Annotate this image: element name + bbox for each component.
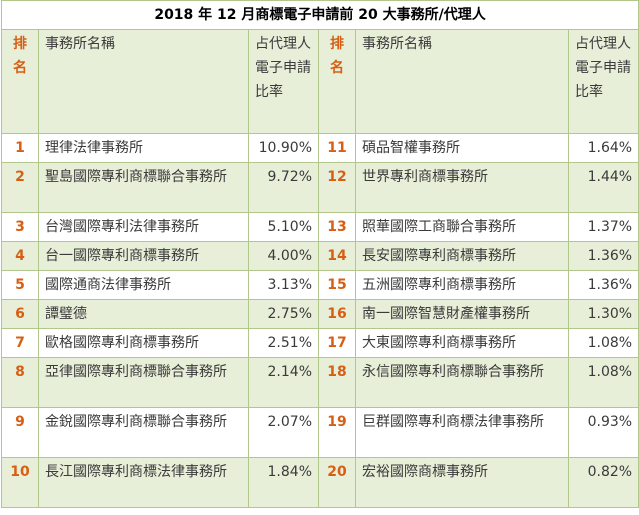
rank-cell: 2 [2, 163, 39, 213]
table-title: 2018 年 12 月商標電子申請前 20 大事務所/代理人 [2, 1, 639, 30]
share-header: 占代理人電子申請比率 [249, 30, 319, 134]
firm-cell: 南一國際智慧財產權事務所 [356, 300, 569, 329]
firm-cell: 聖島國際專利商標聯合事務所 [39, 163, 249, 213]
rank-header: 排名 [2, 30, 39, 134]
rank-cell: 17 [319, 329, 356, 358]
rank-cell: 1 [2, 134, 39, 163]
table-row: 2 聖島國際專利商標聯合事務所 9.72% 12 世界專利商標事務所 1.44% [2, 163, 639, 213]
firm-cell: 大東國際專利商標事務所 [356, 329, 569, 358]
rank-cell: 5 [2, 271, 39, 300]
share-cell: 2.75% [249, 300, 319, 329]
rank-cell: 16 [319, 300, 356, 329]
firm-cell: 理律法律事務所 [39, 134, 249, 163]
rank-cell: 8 [2, 358, 39, 408]
share-cell: 9.72% [249, 163, 319, 213]
share-cell: 1.37% [569, 213, 639, 242]
firm-cell: 巨群國際專利商標法律事務所 [356, 408, 569, 458]
table-row: 6 譚璧德 2.75% 16 南一國際智慧財產權事務所 1.30% [2, 300, 639, 329]
table-row: 10 長江國際專利商標法律事務所 1.84% 20 宏裕國際商標事務所 0.82… [2, 458, 639, 508]
share-cell: 3.13% [249, 271, 319, 300]
share-cell: 1.08% [569, 358, 639, 408]
firm-cell: 宏裕國際商標事務所 [356, 458, 569, 508]
firm-cell: 照華國際工商聯合事務所 [356, 213, 569, 242]
header-row: 排名 事務所名稱 占代理人電子申請比率 排名 事務所名稱 占代理人電子申請比率 [2, 30, 639, 134]
table-row: 8 亞律國際專利商標聯合事務所 2.14% 18 永信國際專利商標聯合事務所 1… [2, 358, 639, 408]
share-cell: 5.10% [249, 213, 319, 242]
rank-cell: 13 [319, 213, 356, 242]
rank-cell: 3 [2, 213, 39, 242]
rank-cell: 9 [2, 408, 39, 458]
firm-cell: 歐格國際專利商標事務所 [39, 329, 249, 358]
rank-cell: 7 [2, 329, 39, 358]
firm-header: 事務所名稱 [356, 30, 569, 134]
share-cell: 1.84% [249, 458, 319, 508]
table-row: 9 金銳國際專利商標聯合事務所 2.07% 19 巨群國際專利商標法律事務所 0… [2, 408, 639, 458]
share-cell: 0.82% [569, 458, 639, 508]
rank-cell: 20 [319, 458, 356, 508]
rank-cell: 15 [319, 271, 356, 300]
firm-cell: 譚璧德 [39, 300, 249, 329]
rank-cell: 11 [319, 134, 356, 163]
rank-cell: 18 [319, 358, 356, 408]
firm-cell: 長江國際專利商標法律事務所 [39, 458, 249, 508]
share-cell: 1.08% [569, 329, 639, 358]
share-cell: 1.44% [569, 163, 639, 213]
table-row: 1 理律法律事務所 10.90% 11 碩品智權事務所 1.64% [2, 134, 639, 163]
share-cell: 4.00% [249, 242, 319, 271]
table-row: 7 歐格國際專利商標事務所 2.51% 17 大東國際專利商標事務所 1.08% [2, 329, 639, 358]
share-cell: 2.14% [249, 358, 319, 408]
table-row: 3 台灣國際專利法律事務所 5.10% 13 照華國際工商聯合事務所 1.37% [2, 213, 639, 242]
firm-cell: 台灣國際專利法律事務所 [39, 213, 249, 242]
share-cell: 1.36% [569, 242, 639, 271]
firm-header: 事務所名稱 [39, 30, 249, 134]
share-cell: 10.90% [249, 134, 319, 163]
share-cell: 2.07% [249, 408, 319, 458]
rank-cell: 10 [2, 458, 39, 508]
firm-cell: 碩品智權事務所 [356, 134, 569, 163]
firm-cell: 世界專利商標事務所 [356, 163, 569, 213]
rank-header: 排名 [319, 30, 356, 134]
rank-cell: 19 [319, 408, 356, 458]
rank-cell: 6 [2, 300, 39, 329]
firm-cell: 亞律國際專利商標聯合事務所 [39, 358, 249, 408]
share-header: 占代理人電子申請比率 [569, 30, 639, 134]
table-row: 5 國際通商法律事務所 3.13% 15 五洲國際專利商標事務所 1.36% [2, 271, 639, 300]
firm-cell: 長安國際專利商標事務所 [356, 242, 569, 271]
firm-cell: 金銳國際專利商標聯合事務所 [39, 408, 249, 458]
rank-cell: 4 [2, 242, 39, 271]
firm-cell: 五洲國際專利商標事務所 [356, 271, 569, 300]
firm-cell: 永信國際專利商標聯合事務所 [356, 358, 569, 408]
firm-cell: 台一國際專利商標事務所 [39, 242, 249, 271]
table-row: 4 台一國際專利商標事務所 4.00% 14 長安國際專利商標事務所 1.36% [2, 242, 639, 271]
share-cell: 2.51% [249, 329, 319, 358]
share-cell: 0.93% [569, 408, 639, 458]
firm-cell: 國際通商法律事務所 [39, 271, 249, 300]
share-cell: 1.36% [569, 271, 639, 300]
rank-cell: 12 [319, 163, 356, 213]
share-cell: 1.64% [569, 134, 639, 163]
share-cell: 1.30% [569, 300, 639, 329]
rank-cell: 14 [319, 242, 356, 271]
